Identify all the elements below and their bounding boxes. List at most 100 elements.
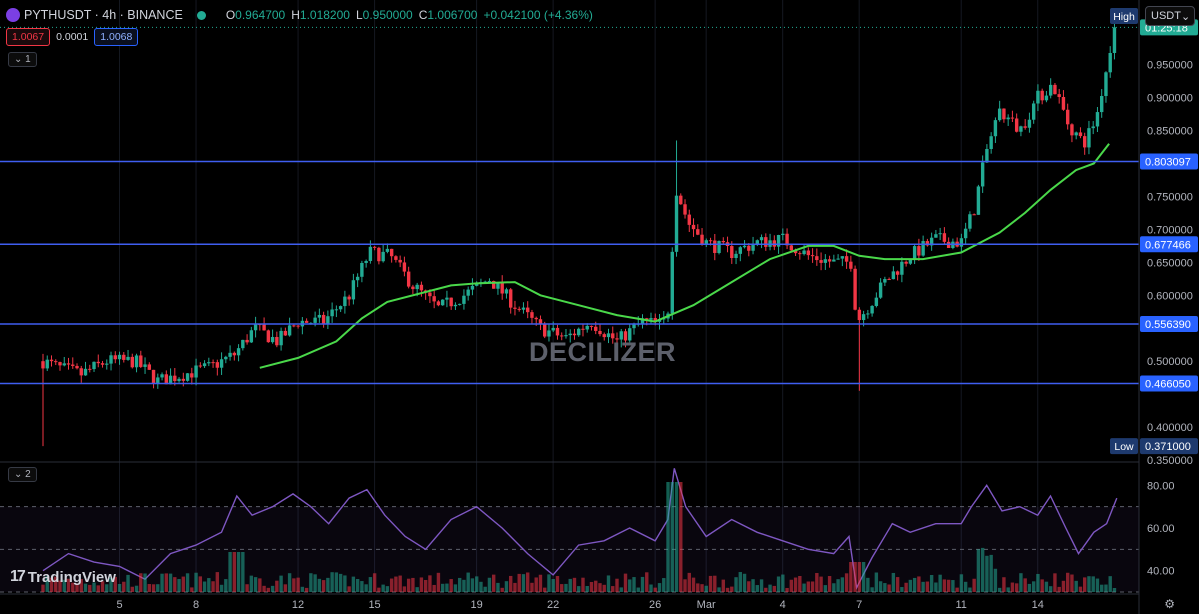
candle-body (793, 250, 798, 254)
candle-body (496, 282, 500, 289)
volume-bar (160, 573, 164, 592)
volume-bar (946, 579, 951, 592)
candle-body (432, 296, 436, 302)
volume-bar (530, 582, 534, 592)
volume-bar (781, 574, 785, 592)
candle-body (96, 361, 100, 364)
volume-bar (173, 577, 177, 592)
candle-body (968, 214, 972, 229)
candle-body (989, 136, 993, 149)
volume-bar (623, 573, 628, 592)
volume-bar (551, 579, 555, 592)
pane-1-toggle[interactable]: ⌄ 1 (8, 52, 37, 67)
candle-body (109, 355, 113, 364)
volume-bar (1053, 573, 1057, 592)
candle-body (58, 362, 62, 366)
x-tick-label: 26 (649, 599, 661, 611)
volume-bar (96, 585, 100, 592)
candle-body (1112, 27, 1117, 53)
candle-body (190, 373, 194, 378)
tradingview-logo[interactable]: 17 TradingView (10, 568, 116, 586)
candle-body (963, 228, 968, 239)
candle-body (45, 359, 49, 369)
volume-bar (547, 574, 551, 592)
candle-body (270, 336, 275, 343)
volume-bar (253, 577, 258, 592)
candle-body (338, 306, 343, 310)
pane-2-toggle[interactable]: ⌄ 2 (8, 467, 37, 482)
volume-bar (1002, 577, 1006, 592)
symbol-title[interactable]: PYTHUSDT · 4h · BINANCE (24, 8, 183, 22)
candle-body (887, 279, 891, 281)
volume-bar (88, 584, 92, 592)
volume-bar (270, 585, 275, 592)
candle-body (738, 247, 743, 254)
volume-bar (126, 574, 130, 592)
volume-bar (1044, 581, 1049, 592)
volume-bar (151, 584, 156, 592)
volume-bar (509, 575, 513, 592)
candle-body (938, 233, 942, 235)
volume-bar (632, 577, 636, 592)
candle-body (79, 368, 83, 376)
volume-bar (496, 582, 500, 592)
volume-bar (445, 583, 449, 592)
rsi-line (42, 468, 1118, 590)
candle-body (1100, 96, 1104, 113)
candle-body (942, 233, 947, 242)
volume-bar (921, 581, 925, 592)
candle-body (360, 262, 364, 277)
chevron-down-icon: ⌄ (14, 54, 23, 65)
volume-bar (1070, 574, 1074, 592)
sell-price-button[interactable]: 1.0067 (6, 28, 51, 46)
volume-bar (436, 572, 441, 592)
candle-body (457, 303, 462, 305)
candle-body (870, 305, 874, 314)
x-tick-label: 22 (547, 599, 559, 611)
volume-bar (815, 573, 819, 592)
candle-body (866, 313, 870, 315)
gear-icon[interactable]: ⚙ (1164, 597, 1175, 611)
candle-body (900, 261, 904, 275)
volume-bar (483, 586, 487, 592)
candle-body (49, 359, 54, 362)
candle-body (406, 271, 411, 287)
candle-body (1074, 132, 1078, 136)
volume-bar (1091, 576, 1095, 592)
volume-bar (398, 575, 402, 592)
volume-bar (215, 572, 220, 592)
volume-bar (721, 579, 725, 592)
volume-bar (976, 549, 981, 592)
volume-bar (564, 583, 568, 592)
buy-price-button[interactable]: 1.0068 (94, 28, 139, 46)
volume-bar (1082, 577, 1087, 592)
candle-body (972, 214, 976, 216)
candle-body (351, 280, 356, 300)
volume-bar (679, 482, 683, 592)
volume-bar (887, 584, 891, 592)
candle-body (372, 246, 377, 248)
candle-body (1044, 95, 1049, 101)
volume-bar (696, 583, 700, 592)
volume-bar (62, 579, 66, 592)
pane-2-label: 2 (25, 469, 31, 480)
candle-body (211, 362, 215, 364)
candle-body (1010, 117, 1015, 119)
candle-body (1082, 136, 1087, 148)
candle-body (1048, 84, 1053, 96)
candle-body (1104, 72, 1108, 97)
price-level-tag (1140, 153, 1198, 170)
candle-body (313, 317, 317, 323)
volume-bar (1023, 578, 1027, 592)
volume-bar (819, 576, 823, 592)
volume-bar (1010, 582, 1015, 592)
currency-select[interactable]: USDT ⌄ (1145, 6, 1195, 26)
volume-bar (1095, 578, 1100, 592)
candle-body (164, 374, 169, 385)
candle-body (530, 312, 534, 318)
candle-body (861, 314, 866, 321)
volume-bar (555, 575, 560, 592)
candle-body (440, 299, 445, 306)
candle-body (389, 248, 394, 257)
